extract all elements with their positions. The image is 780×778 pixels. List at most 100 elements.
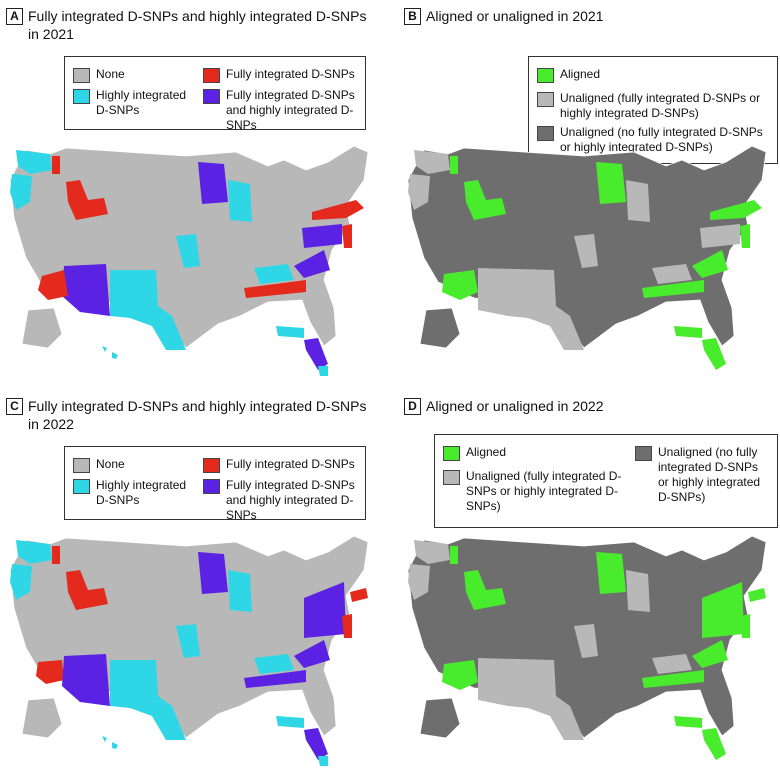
region-new-jersey xyxy=(740,224,750,248)
region-florida xyxy=(304,728,328,760)
swatch-both xyxy=(203,89,220,104)
swatch-aligned xyxy=(443,446,460,461)
swatch-unaligned-fh xyxy=(443,470,460,485)
alaska xyxy=(21,307,63,349)
region-tennessee xyxy=(244,670,306,688)
region-washington xyxy=(16,540,52,564)
us-map-2022-alignment xyxy=(407,535,767,760)
region-southwest xyxy=(478,268,584,350)
panel-c-title-text: Fully integrated D-SNPs and highly integ… xyxy=(28,398,367,432)
region-nebraska xyxy=(574,624,598,658)
hawaii xyxy=(102,346,118,359)
panel-c: C Fully integrated D-SNPs and highly int… xyxy=(6,394,382,772)
region-virginia xyxy=(692,250,728,278)
panel-b-label: B xyxy=(404,8,421,25)
panel-b-title-text: Aligned or unaligned in 2021 xyxy=(426,8,604,24)
region-florida-panhandle xyxy=(674,716,702,728)
region-washington xyxy=(414,540,450,564)
region-virginia xyxy=(294,640,330,668)
region-virginia xyxy=(294,250,330,278)
region-wisconsin xyxy=(626,570,650,612)
region-nebraska xyxy=(176,234,200,268)
region-kentucky xyxy=(254,654,294,674)
region-idaho xyxy=(66,570,108,610)
region-new-mexico-texas xyxy=(110,660,186,740)
region-oregon-coast xyxy=(10,174,32,210)
region-wisconsin xyxy=(228,570,252,612)
region-new-jersey xyxy=(342,614,352,638)
region-idaho-north xyxy=(52,546,60,564)
panel-d: D Aligned or unaligned in 2022 Aligned U… xyxy=(404,394,780,772)
region-florida-panhandle xyxy=(674,326,702,338)
hawaii xyxy=(102,736,118,749)
region-pennsylvania xyxy=(700,224,740,248)
region-tennessee xyxy=(244,280,306,298)
region-florida xyxy=(304,338,328,370)
swatch-aligned xyxy=(537,68,554,83)
region-nebraska xyxy=(574,234,598,268)
panel-d-title-text: Aligned or unaligned in 2022 xyxy=(426,398,604,414)
swatch-unaligned-no xyxy=(635,446,652,461)
region-wisconsin xyxy=(626,180,650,222)
region-minnesota xyxy=(596,552,626,594)
region-new-jersey xyxy=(740,614,750,638)
region-tennessee xyxy=(642,670,704,688)
region-oregon-coast xyxy=(10,564,32,600)
region-arizona xyxy=(442,660,478,690)
panel-d-legend: Aligned Unaligned (fully integrated D-SN… xyxy=(434,434,778,528)
region-idaho xyxy=(464,180,506,220)
region-pennsylvania xyxy=(302,224,342,248)
alaska xyxy=(21,697,63,739)
panel-d-title: D Aligned or unaligned in 2022 xyxy=(404,394,776,438)
swatch-none xyxy=(73,68,90,83)
swatch-highly xyxy=(73,479,90,494)
region-tennessee xyxy=(642,280,704,298)
region-idaho-north xyxy=(450,546,458,564)
region-arizona xyxy=(62,654,110,706)
region-idaho-north xyxy=(52,156,60,174)
panel-b: B Aligned or unaligned in 2021 Aligned U… xyxy=(404,4,780,382)
region-new-jersey xyxy=(342,224,352,248)
region-pennsylvania-ny xyxy=(702,582,744,638)
us-map-2021-alignment xyxy=(407,145,767,370)
region-washington xyxy=(16,150,52,174)
panel-c-title: C Fully integrated D-SNPs and highly int… xyxy=(6,394,378,438)
panel-c-legend: None Highly integrated D-SNPs Fully inte… xyxy=(64,446,366,522)
region-oregon-coast xyxy=(408,564,430,600)
us-map-2021-integration xyxy=(9,145,369,376)
region-kentucky xyxy=(652,264,692,284)
region-florida-panhandle xyxy=(276,326,304,338)
region-minnesota xyxy=(596,162,626,204)
swatch-fully xyxy=(203,458,220,473)
region-idaho-north xyxy=(450,156,458,174)
region-new-mexico-texas xyxy=(110,270,186,350)
region-idaho xyxy=(464,570,506,610)
region-pennsylvania-ny xyxy=(304,582,346,638)
us-map-2022-integration xyxy=(9,535,369,766)
region-new-york-mass xyxy=(312,200,364,220)
region-massachusetts xyxy=(748,588,766,602)
panel-b-title: B Aligned or unaligned in 2021 xyxy=(404,4,776,48)
panel-d-label: D xyxy=(404,398,421,415)
alaska xyxy=(419,697,461,739)
region-washington xyxy=(414,150,450,174)
panel-c-label: C xyxy=(6,398,23,415)
region-minnesota xyxy=(198,552,228,594)
region-idaho xyxy=(66,180,108,220)
panel-a-legend: None Highly integrated D-SNPs Fully inte… xyxy=(64,56,366,132)
swatch-unaligned-no xyxy=(537,126,554,141)
panel-a-title-text: Fully integrated D-SNPs and highly integ… xyxy=(28,8,367,42)
region-wisconsin xyxy=(228,180,252,222)
region-minnesota xyxy=(198,162,228,204)
region-california-south xyxy=(38,270,68,300)
region-florida-keys xyxy=(318,366,328,376)
swatch-unaligned-fh xyxy=(537,92,554,107)
region-arizona xyxy=(442,270,478,300)
panel-a-label: A xyxy=(6,8,23,25)
alaska xyxy=(419,307,461,349)
region-oregon-coast xyxy=(408,174,430,210)
region-nebraska xyxy=(176,624,200,658)
swatch-fully xyxy=(203,68,220,83)
region-southwest xyxy=(478,658,584,740)
region-florida xyxy=(702,338,726,370)
